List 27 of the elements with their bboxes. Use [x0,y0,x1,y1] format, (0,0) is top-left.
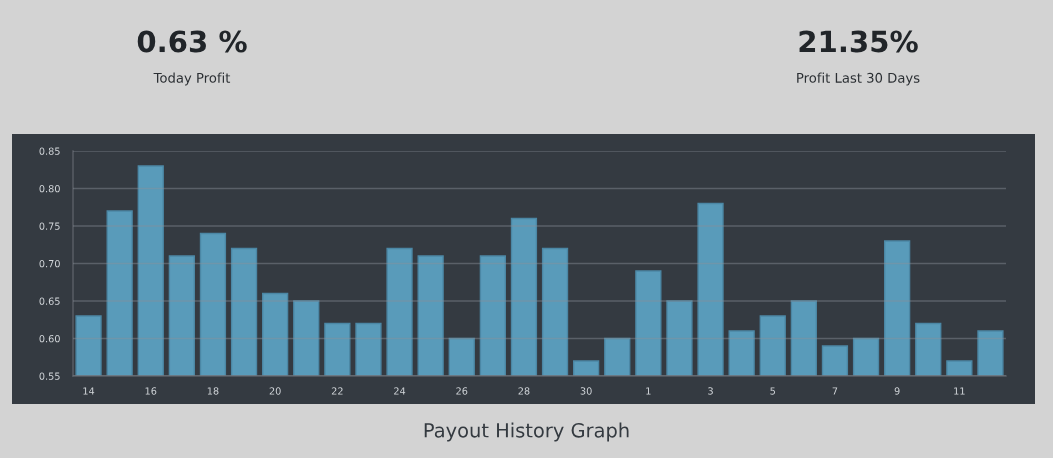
x-tick-label: 16 [145,387,157,395]
x-tick-label: 14 [83,387,95,395]
x-tick-label: 9 [894,387,900,395]
y-tick-label: 0.60 [39,334,60,343]
y-tick-label: 0.75 [39,222,60,230]
x-tick-label: 24 [394,387,406,395]
text: Today Profit [153,72,231,86]
x-tick-label: 5 [770,387,775,395]
y-tick-label: 0.80 [39,184,60,193]
x-tick-label: 26 [456,387,468,395]
x-tick-label: 20 [269,387,281,395]
y-tick-label: 0.85 [39,147,60,155]
text: Profit Last 30 Days [797,72,920,86]
text: 0.63 % [137,30,247,53]
x-tick-label: 7 [832,387,838,395]
text: 21.35% [799,30,918,53]
x-tick-label: 1 [646,387,651,395]
x-tick-label: 11 [954,387,965,395]
y-tick-label: 0.55 [39,372,60,380]
x-tick-label: 30 [580,387,592,395]
text: Payout History Graph [424,422,629,442]
x-tick-label: 28 [518,387,530,395]
x-tick-label: 18 [207,387,219,395]
y-tick-label: 0.70 [39,259,60,268]
x-tick-label: 3 [708,387,713,395]
x-tick-label: 22 [331,387,343,395]
y-tick-label: 0.65 [39,297,60,305]
